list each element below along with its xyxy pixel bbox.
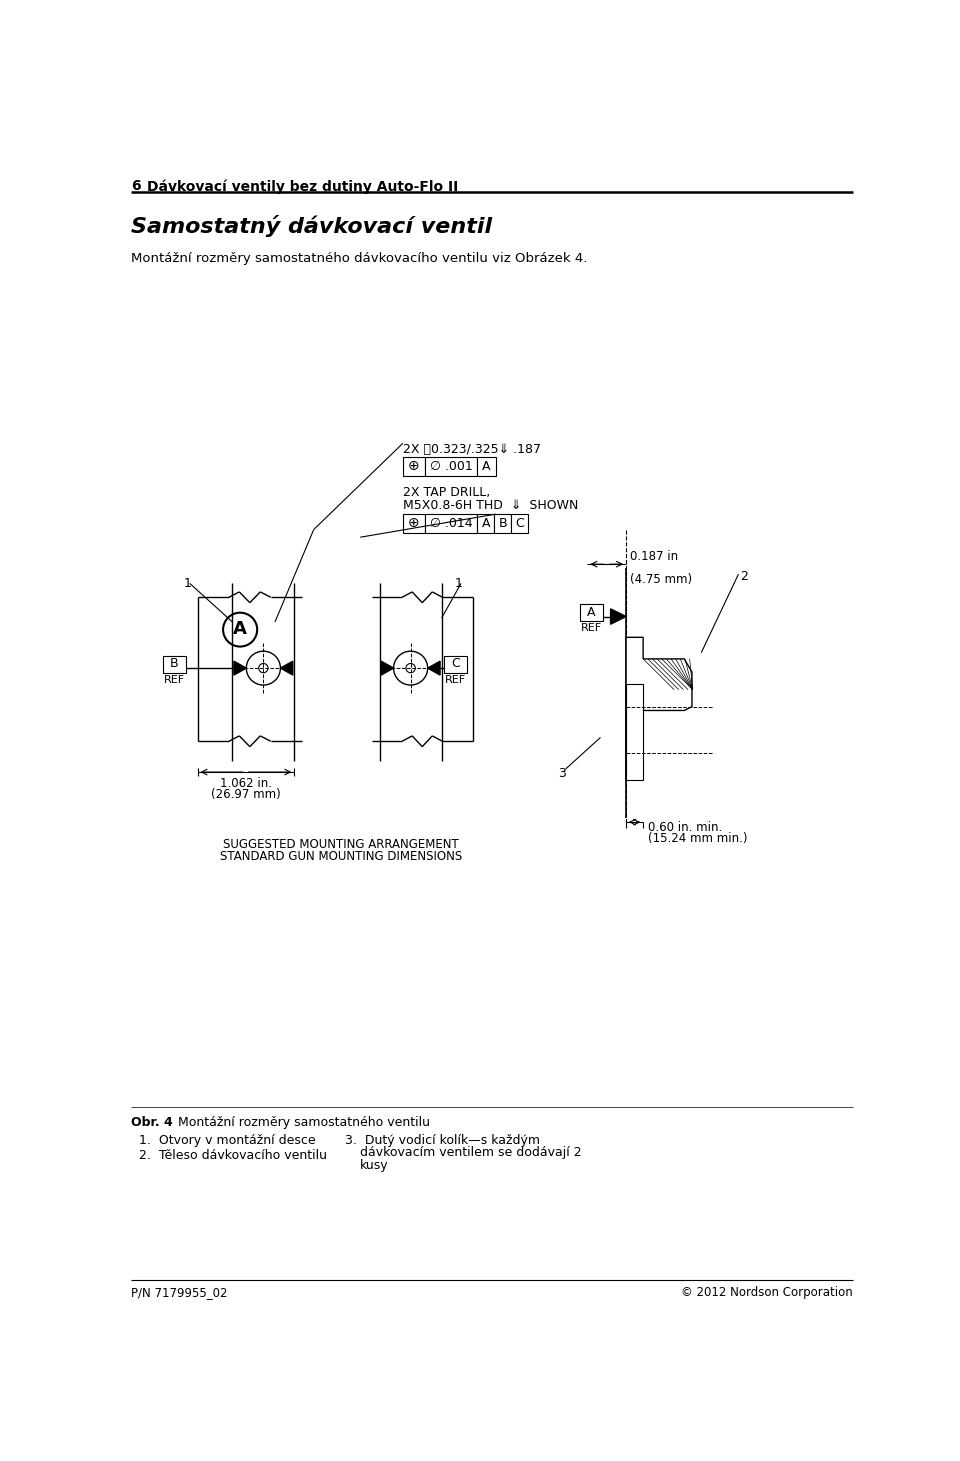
Text: B: B: [170, 657, 179, 671]
Text: 2.  Těleso dávkovacího ventilu: 2. Těleso dávkovacího ventilu: [139, 1150, 327, 1163]
Text: 2: 2: [740, 570, 748, 583]
Text: ∅ .014: ∅ .014: [430, 517, 472, 530]
Polygon shape: [611, 609, 626, 624]
Text: 3.  Dutý vodicí kolík—s každým: 3. Dutý vodicí kolík—s každým: [345, 1134, 540, 1147]
Text: B: B: [498, 517, 507, 530]
Text: dávkovacím ventilem se dodávají 2: dávkovacím ventilem se dodávají 2: [360, 1147, 582, 1159]
Polygon shape: [234, 662, 247, 675]
Text: A: A: [587, 606, 595, 619]
Text: M5X0.8-6H THD  ⇓  SHOWN: M5X0.8-6H THD ⇓ SHOWN: [403, 498, 578, 511]
Text: REF: REF: [445, 675, 467, 685]
Bar: [477, 457, 496, 476]
Bar: [424, 514, 477, 533]
Text: A: A: [482, 517, 490, 530]
Text: © 2012 Nordson Corporation: © 2012 Nordson Corporation: [682, 1287, 853, 1299]
Polygon shape: [381, 662, 394, 675]
Text: 0.187 in: 0.187 in: [630, 549, 678, 562]
Polygon shape: [427, 662, 440, 675]
Bar: [512, 514, 528, 533]
Text: (4.75 mm): (4.75 mm): [630, 573, 692, 586]
Text: 6: 6: [131, 180, 140, 193]
Text: Obr. 4: Obr. 4: [131, 1116, 173, 1129]
Bar: [403, 457, 424, 476]
Text: 1: 1: [455, 577, 463, 590]
Text: REF: REF: [164, 675, 185, 685]
Text: 2X TAP DRILL,: 2X TAP DRILL,: [403, 487, 491, 500]
Bar: [626, 684, 643, 780]
Bar: [444, 656, 468, 672]
Text: Samostatný dávkovací ventil: Samostatný dávkovací ventil: [131, 215, 492, 237]
Text: 1.062 in.: 1.062 in.: [220, 777, 272, 790]
Polygon shape: [626, 637, 692, 780]
Text: 2X ⌣0.323/.325⇓ .187: 2X ⌣0.323/.325⇓ .187: [403, 443, 540, 456]
Text: 1: 1: [183, 577, 191, 590]
Text: Montážní rozměry samostatného ventilu: Montážní rozměry samostatného ventilu: [179, 1116, 430, 1129]
Text: A: A: [482, 460, 491, 473]
Text: 0.60 in. min.: 0.60 in. min.: [648, 821, 722, 834]
Text: ∅ .001: ∅ .001: [429, 460, 472, 473]
Text: kusy: kusy: [360, 1159, 389, 1172]
Text: (26.97 mm): (26.97 mm): [210, 789, 280, 801]
Polygon shape: [280, 662, 293, 675]
Text: (15.24 mm min.): (15.24 mm min.): [648, 833, 747, 844]
Text: REF: REF: [581, 624, 602, 634]
Bar: [477, 514, 494, 533]
Text: ⊕: ⊕: [408, 516, 420, 530]
Text: ⊕: ⊕: [408, 459, 420, 473]
Bar: [403, 514, 424, 533]
Text: 3: 3: [558, 767, 565, 780]
Bar: [580, 605, 603, 621]
Text: P/N 7179955_02: P/N 7179955_02: [131, 1287, 228, 1299]
Text: STANDARD GUN MOUNTING DIMENSIONS: STANDARD GUN MOUNTING DIMENSIONS: [220, 850, 462, 863]
Text: C: C: [451, 657, 460, 671]
Text: SUGGESTED MOUNTING ARRANGEMENT: SUGGESTED MOUNTING ARRANGEMENT: [223, 837, 459, 850]
Text: Montážní rozměry samostatného dávkovacího ventilu viz Obrázek 4.: Montážní rozměry samostatného dávkovacíh…: [131, 253, 588, 266]
Text: C: C: [516, 517, 524, 530]
Text: Dávkovací ventily bez dutiny Auto-Flo II: Dávkovací ventily bez dutiny Auto-Flo II: [147, 180, 458, 194]
Bar: [162, 656, 186, 672]
Bar: [424, 457, 477, 476]
Text: 1.  Otvory v montážní desce: 1. Otvory v montážní desce: [139, 1134, 316, 1147]
Bar: [494, 514, 512, 533]
Text: A: A: [233, 619, 247, 638]
